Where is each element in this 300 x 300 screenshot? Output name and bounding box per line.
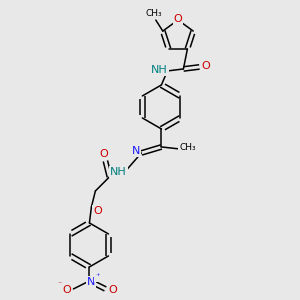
Text: ⁻: ⁻ (57, 279, 62, 288)
Text: N: N (132, 146, 141, 156)
Text: O: O (201, 61, 210, 71)
Text: NH: NH (151, 65, 168, 75)
Text: NH: NH (110, 167, 127, 177)
Text: N: N (87, 277, 96, 287)
Text: CH₃: CH₃ (146, 9, 162, 18)
Text: O: O (93, 206, 102, 216)
Text: ⁺: ⁺ (95, 272, 100, 281)
Text: O: O (99, 149, 108, 159)
Text: CH₃: CH₃ (179, 143, 196, 152)
Text: O: O (62, 285, 71, 295)
Text: O: O (174, 14, 182, 24)
Text: O: O (108, 285, 117, 295)
